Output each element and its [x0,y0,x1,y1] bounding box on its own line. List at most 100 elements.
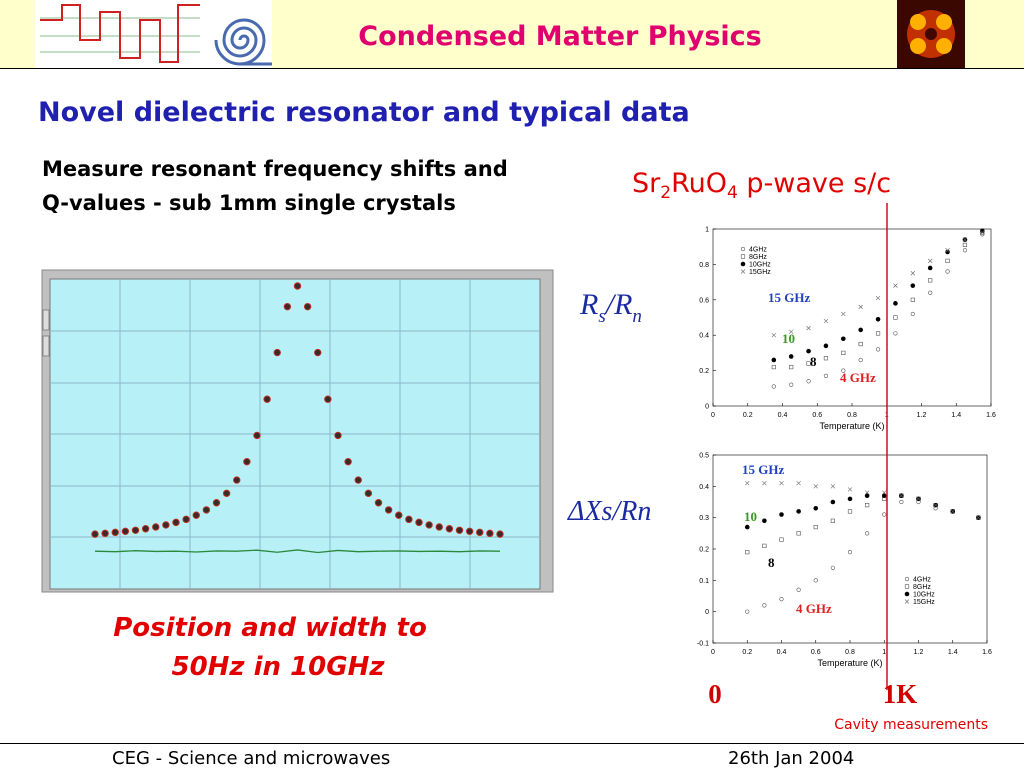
data-point [779,537,784,542]
data-point [893,301,898,306]
data-point [864,493,870,499]
charts: 00.20.40.60.811.21.41.600.20.40.60.81Tem… [697,227,996,669]
data-point [916,496,921,502]
legend-label: 8GHz [749,254,767,261]
resonance-point [334,431,342,440]
data-point [858,304,863,310]
data-point [762,480,767,486]
resonance-point [476,528,484,537]
resonance-point [364,489,373,498]
resonance-point [425,521,433,529]
data-point [813,578,818,583]
logo-left [35,0,272,68]
data-point [865,503,870,508]
data-point [771,332,777,338]
axis-quantity: Rs/Rn [579,288,642,327]
temperature-label: 1K [883,679,918,709]
label-part: R [579,288,598,321]
legend-marker [904,599,910,604]
resonance-point [253,431,261,440]
y-tick-label: 0.6 [699,297,709,304]
data-point [789,364,794,370]
resonance-point [182,515,190,524]
formula-part: p-wave s/c [738,168,891,199]
resonance-point [445,525,454,533]
resonance-point [496,530,504,538]
annotation: 15 GHz [742,462,784,477]
resonance-point [162,521,170,529]
data-point [945,248,950,253]
resonance-point [455,526,464,534]
data-point [927,265,933,271]
data-point [841,336,846,342]
resonance-point [243,457,251,466]
data-point [864,490,870,495]
data-point [899,493,904,498]
resonance-point [354,476,362,484]
data-point [893,283,898,288]
data-point [771,364,776,370]
legend-label: 4GHz [913,577,931,584]
caption-line: 50Hz in 10GHz [171,652,385,682]
data-point [745,480,750,486]
y-tick-label: 0.2 [699,547,709,554]
data-point [899,499,904,505]
data-point [762,543,767,548]
data-point [830,499,836,505]
resonance-point [314,348,322,357]
label-part: /R [604,288,633,321]
resonance-point [101,529,109,538]
x-tick-label: 1.2 [917,412,927,419]
data-point [796,509,801,514]
data-point [745,550,750,555]
data-point [893,315,898,320]
annotation: 15 GHz [768,290,810,305]
resonance-point [293,282,302,290]
data-point [789,382,794,387]
y-tick-label: 0.8 [699,262,709,269]
x-tick-label: 1.2 [914,649,924,656]
data-point [847,550,853,555]
data-point [762,603,767,608]
data-point [875,316,881,322]
data-point [858,327,863,333]
y-tick-label: 0 [705,404,709,411]
data-point [910,271,916,276]
legend-marker [740,269,746,274]
annotation: 4 GHz [796,601,832,616]
x-tick-label: 0.2 [743,412,753,419]
formula-sub: 4 [727,183,738,203]
annotation: 4 GHz [840,370,876,385]
data-point [806,348,811,354]
caption-line: Position and width to [113,613,427,643]
legend-label: 10GHz [749,262,771,269]
resonance-point [233,476,241,484]
data-point [841,311,846,317]
data-point [847,487,853,492]
annotation: 8 [768,555,775,570]
data-point [823,356,829,361]
baseline-trace [94,549,501,554]
resonance-point [91,530,99,538]
y-tick-label: -0.1 [697,641,709,648]
data-point [976,515,981,520]
heading: Novel dielectric resonator and typical d… [38,97,690,128]
y-tick-label: 0.5 [699,453,709,460]
x-tick-label: 1.6 [986,412,996,419]
footer-right: 26th Jan 2004 [728,748,854,768]
data-point [875,295,881,301]
resonance-point [344,457,352,466]
data-point [813,484,818,489]
data-point [847,496,853,502]
data-point [806,325,811,331]
data-point [910,297,915,302]
data-point [806,379,811,384]
data-point [962,248,968,253]
resonance-point [172,518,180,527]
data-point [779,512,784,517]
data-point [928,278,933,283]
annotation: 10 [744,509,757,524]
y-tick-label: 0.1 [699,578,709,585]
